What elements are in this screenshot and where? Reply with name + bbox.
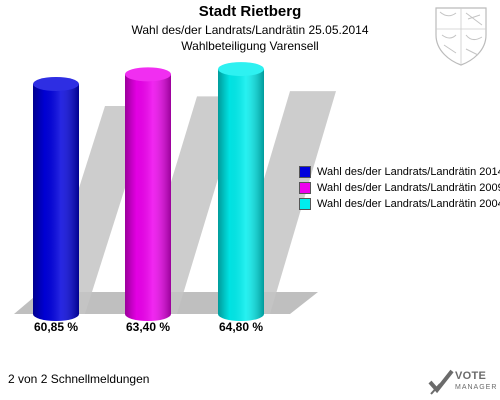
chart-title: Stadt Rietberg <box>198 3 302 20</box>
vote-manager-logo: VOTE MANAGER <box>428 366 498 398</box>
legend-swatch <box>299 166 311 178</box>
legend-label: Wahl des/der Landrats/Landrätin 2004 <box>317 198 500 210</box>
legend: Wahl des/der Landrats/Landrätin 2014 Wah… <box>299 164 500 212</box>
bar-cap <box>125 67 171 82</box>
coat-of-arms-icon <box>435 7 487 66</box>
legend-label: Wahl des/der Landrats/Landrätin 2014 <box>317 166 500 178</box>
bar-cap-highlight <box>218 62 264 77</box>
legend-item: Wahl des/der Landrats/Landrätin 2004 <box>299 196 500 212</box>
vote-manager-wordmark: VOTE MANAGER <box>455 370 498 391</box>
bar <box>218 62 264 321</box>
legend-label: Wahl des/der Landrats/Landrätin 2009 <box>317 182 500 194</box>
legend-swatch <box>299 198 311 210</box>
footer-status: 2 von 2 Schnellmeldungen <box>8 372 150 386</box>
legend-item: Wahl des/der Landrats/Landrätin 2009 <box>299 180 500 196</box>
legend-swatch <box>299 182 311 194</box>
bar <box>125 67 171 321</box>
bar-value-label: 60,85 % <box>34 320 78 334</box>
bar-cap <box>33 77 79 91</box>
chart-subtitle-2: Wahlbeteiligung Varensell <box>181 39 319 53</box>
bar-cap-highlight <box>125 67 171 82</box>
bar-shade <box>125 74 171 314</box>
bar-shade <box>33 84 79 314</box>
bar-cap <box>218 62 264 77</box>
legend-item: Wahl des/der Landrats/Landrätin 2014 <box>299 164 500 180</box>
bar-shade <box>218 69 264 314</box>
chart-subtitle: Wahl des/der Landrats/Landrätin 25.05.20… <box>131 23 369 37</box>
vote-check-icon <box>428 369 454 395</box>
bar-cap-highlight <box>33 77 79 91</box>
bar-value-label: 64,80 % <box>219 320 263 334</box>
bar-value-label: 63,40 % <box>126 320 170 334</box>
bar <box>33 77 79 321</box>
